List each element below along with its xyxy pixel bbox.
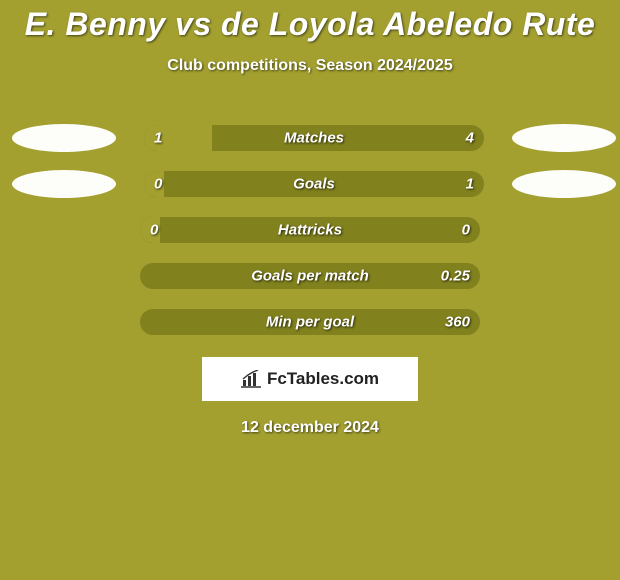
stat-bar: 0 Hattricks 0 [138,215,482,245]
stat-value-right: 0.25 [441,268,470,285]
player-right-marker [512,124,616,152]
page-title: E. Benny vs de Loyola Abeledo Rute [0,0,620,43]
stat-bar: Goals per match 0.25 [138,261,482,291]
stat-rows: 1 Matches 4 0 Goals 1 0 Hattricks 0 [0,115,620,345]
player-right-marker [512,170,616,198]
player-left-marker [12,170,116,198]
stat-label: Matches [144,130,484,147]
stat-label: Min per goal [140,314,480,331]
date: 12 december 2024 [0,419,620,437]
stat-label: Goals [144,176,484,193]
stat-value-right: 1 [466,176,474,193]
stat-label: Hattricks [140,222,480,239]
stat-row-hattricks: 0 Hattricks 0 [0,207,620,253]
stat-row-goals-per-match: Goals per match 0.25 [0,253,620,299]
stat-bar: 0 Goals 1 [142,169,486,199]
stat-row-matches: 1 Matches 4 [0,115,620,161]
chart-icon [241,370,263,388]
stat-bar: Min per goal 360 [138,307,482,337]
stat-row-min-per-goal: Min per goal 360 [0,299,620,345]
stat-value-right: 4 [466,130,474,147]
logo-text: FcTables.com [267,369,379,389]
stat-row-goals: 0 Goals 1 [0,161,620,207]
comparison-card: E. Benny vs de Loyola Abeledo Rute Club … [0,0,620,580]
logo: FcTables.com [241,369,379,389]
logo-box: FcTables.com [202,357,418,401]
stat-value-right: 360 [445,314,470,331]
stat-bar: 1 Matches 4 [142,123,486,153]
subtitle: Club competitions, Season 2024/2025 [0,57,620,75]
player-left-marker [12,124,116,152]
stat-label: Goals per match [140,268,480,285]
stat-value-right: 0 [462,222,470,239]
